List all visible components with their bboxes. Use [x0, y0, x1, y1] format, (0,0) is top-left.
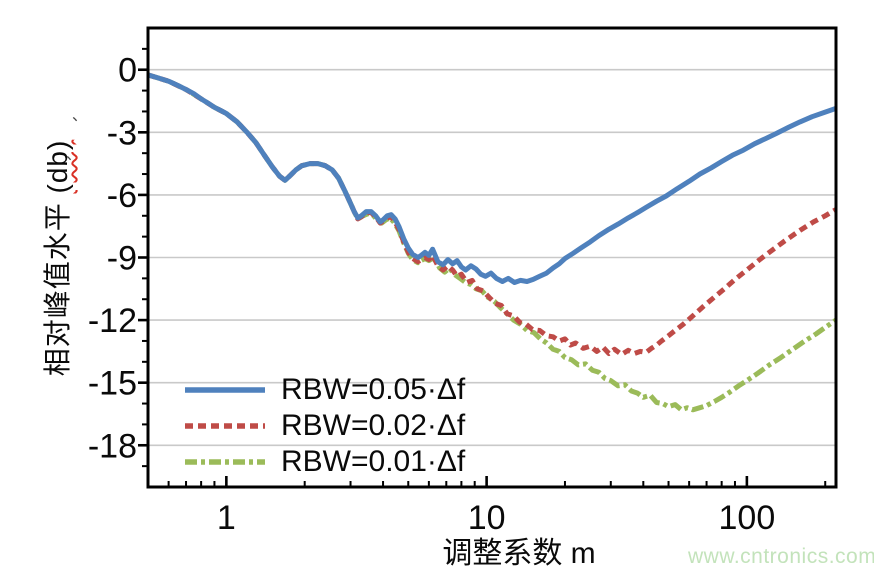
x-tick-label: 100	[719, 499, 776, 537]
stray-mark: 、	[66, 146, 82, 163]
stray-mark: 、	[72, 107, 88, 124]
legend-item: RBW=0.05·Δf	[183, 372, 465, 408]
y-axis-title-text: 相对峰值水平	[42, 193, 73, 377]
legend-label: RBW=0.01·Δf	[281, 445, 466, 478]
y-tick-label: -15	[88, 365, 137, 403]
y-axis-title: 相对峰值水平 (db)	[36, 140, 76, 377]
x-axis-title: 调整系数 m	[442, 537, 596, 570]
y-tick-label: -18	[88, 427, 137, 465]
series-line	[148, 72, 836, 357]
legend-line-dashed-icon	[185, 423, 265, 429]
y-tick-label: -12	[88, 302, 137, 340]
legend-item: RBW=0.02·Δf	[183, 408, 465, 444]
x-tick-label: 10	[468, 499, 506, 537]
legend-label: RBW=0.02·Δf	[281, 409, 466, 442]
series-line	[148, 72, 836, 413]
legend-line-dashdot-icon	[185, 459, 265, 465]
y-tick-label: -9	[107, 240, 137, 278]
y-tick-label: -6	[107, 177, 137, 215]
series-line	[148, 72, 836, 285]
watermark: www.cntronics.com	[688, 545, 874, 568]
x-tick-label: 1	[217, 499, 236, 537]
y-tick-label: 0	[118, 52, 137, 90]
legend-item: RBW=0.01·Δf	[183, 444, 465, 480]
legend: RBW=0.05·Δf RBW=0.02·Δf RBW=0.01·Δf	[183, 372, 465, 480]
y-tick-label: -3	[107, 114, 137, 152]
legend-line-solid-icon	[185, 387, 265, 393]
legend-label: RBW=0.05·Δf	[281, 373, 466, 406]
